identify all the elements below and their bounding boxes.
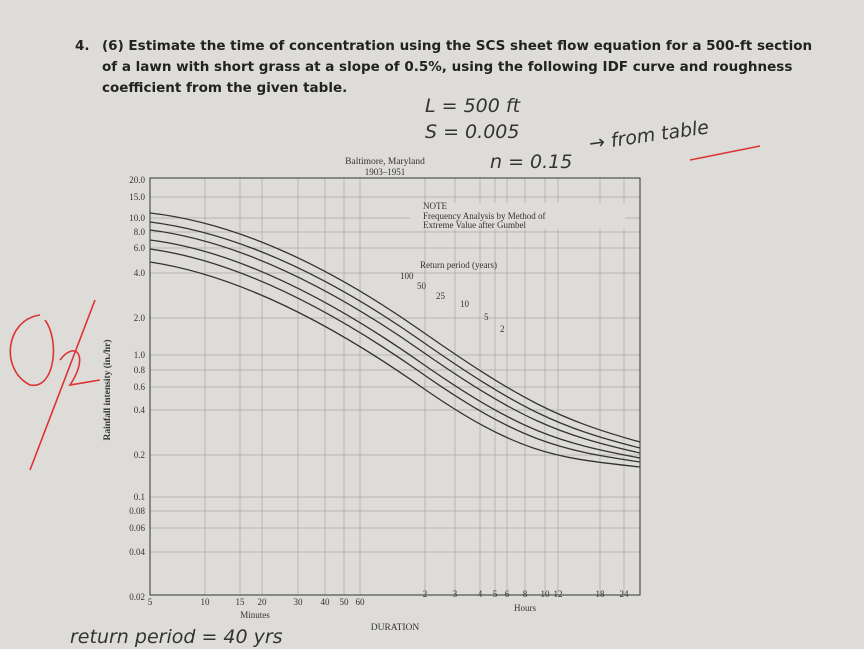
handwritten-answer: return period = 40 yrs xyxy=(70,626,283,648)
y-tick-label: 20.0 xyxy=(129,175,145,185)
figure-subtitle: 1903–1951 xyxy=(365,167,406,177)
return-period: 100 xyxy=(400,271,414,281)
y-tick-label: 15.0 xyxy=(129,192,145,202)
y-tick-label: 10.0 xyxy=(129,213,145,223)
plot-frame xyxy=(149,177,641,596)
idf-curve xyxy=(149,239,641,459)
return-period: 2 xyxy=(500,324,505,334)
return-period: 5 xyxy=(484,312,489,322)
x-tick-label: 20 xyxy=(258,597,268,607)
y-tick-label: 2.0 xyxy=(134,313,146,323)
x-tick-label: 3 xyxy=(453,589,458,599)
question-number: 4. xyxy=(75,38,90,54)
figure-title: Baltimore, Maryland xyxy=(345,157,425,167)
handwritten-note: L = 500 ft xyxy=(425,95,522,117)
x-tick-label: 10 xyxy=(541,589,551,599)
x-tick-label: 8 xyxy=(523,589,528,599)
handwritten-note: S = 0.005 xyxy=(425,121,519,143)
y-tick-label: 1.0 xyxy=(134,350,146,360)
hours-label: Hours xyxy=(514,603,536,613)
y-tick-label: 8.0 xyxy=(134,227,146,237)
y-tick-label: 0.02 xyxy=(129,592,145,602)
x-tick-label: 60 xyxy=(356,597,366,607)
question-line: (6) Estimate the time of concentration u… xyxy=(102,38,812,54)
return-label: Return period (years) xyxy=(420,260,497,270)
red-mark xyxy=(9,299,101,471)
y-tick-label: 0.6 xyxy=(134,382,146,392)
x-tick-label: 5 xyxy=(148,597,153,607)
y-tick-label: 0.06 xyxy=(129,523,145,533)
note: Frequency Analysis by Method of xyxy=(423,211,545,221)
note: Extreme Value after Gumbel xyxy=(423,220,527,230)
idf-curve xyxy=(149,261,641,468)
return-period: 10 xyxy=(460,299,470,309)
handwritten-note: n = 0.15 xyxy=(490,151,572,173)
y-tick-label: 0.1 xyxy=(134,492,145,502)
question-line: coefficient from the given table. xyxy=(102,80,347,96)
x-tick-label: 15 xyxy=(236,597,246,607)
minutes-label: Minutes xyxy=(240,610,270,620)
idf-curve xyxy=(149,248,641,463)
x-axis-label: DURATION xyxy=(371,623,420,633)
y-tick-label: 0.2 xyxy=(134,450,145,460)
idf-curve xyxy=(149,229,641,454)
y-tick-label: 6.0 xyxy=(134,243,146,253)
return-period: 50 xyxy=(417,281,427,291)
idf-figure: Baltimore, Maryland 1903–1951 Rainfall i… xyxy=(102,157,641,633)
x-tick-label: 12 xyxy=(554,589,563,599)
y-tick-label: 4.0 xyxy=(134,268,146,278)
x-tick-label: 4 xyxy=(478,589,483,599)
y-tick-label: 0.4 xyxy=(134,405,146,415)
x-tick-label: 30 xyxy=(294,597,304,607)
x-tick-label: 18 xyxy=(596,589,606,599)
y-tick-label: 0.08 xyxy=(129,506,145,516)
y-tick-label: 0.8 xyxy=(134,365,146,375)
x-tick-label: 10 xyxy=(201,597,211,607)
red-mark xyxy=(689,145,761,161)
idf-curve xyxy=(149,212,641,443)
x-tick-label: 5 xyxy=(493,589,498,599)
note-bg xyxy=(410,203,625,229)
x-tick-label: 6 xyxy=(505,589,510,599)
note: NOTE xyxy=(423,201,447,211)
x-tick-label: 50 xyxy=(340,597,350,607)
idf-curve xyxy=(149,221,641,449)
return-period: 25 xyxy=(436,291,446,301)
x-tick-label: 40 xyxy=(321,597,331,607)
x-tick-label: 24 xyxy=(620,589,630,599)
question-line: of a lawn with short grass at a slope of… xyxy=(102,59,792,75)
x-tick-label: 2 xyxy=(423,589,428,599)
y-tick-label: 0.04 xyxy=(129,547,145,557)
y-axis-label: Rainfall intensity (in./hr) xyxy=(102,339,113,440)
